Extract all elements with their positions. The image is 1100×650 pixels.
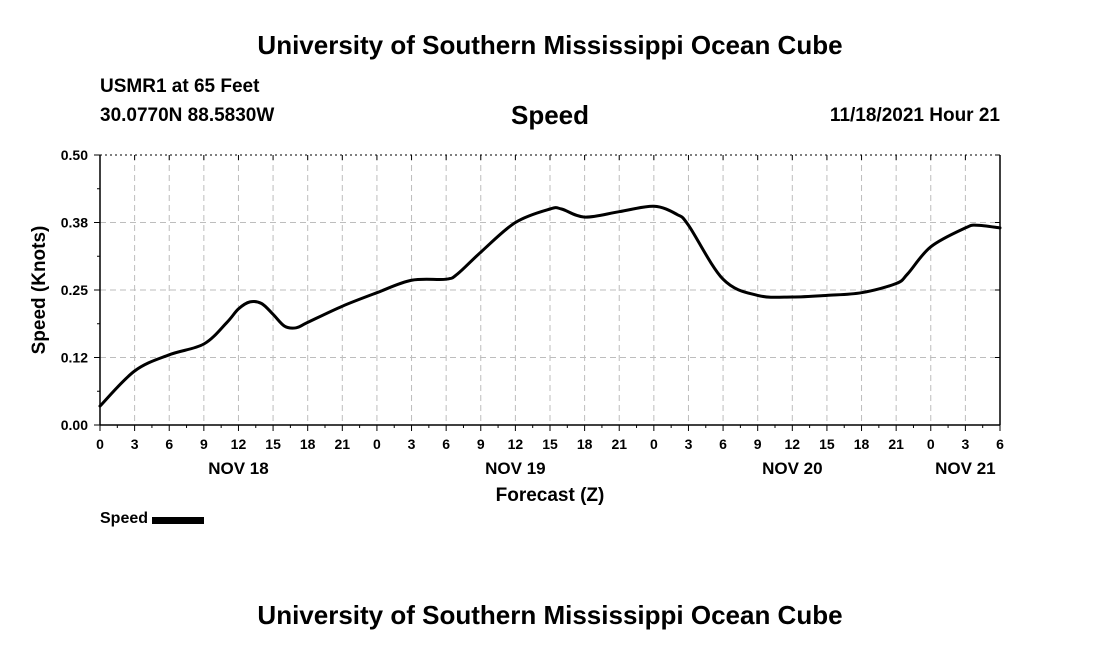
x-tick-label: 21 [335, 436, 351, 452]
x-tick-label: 0 [650, 436, 658, 452]
page-title: University of Southern Mississippi Ocean… [257, 30, 843, 60]
y-tick-label: 0.00 [61, 417, 88, 433]
x-tick-label: 6 [996, 436, 1004, 452]
x-tick-label: 0 [927, 436, 935, 452]
x-tick-label: 12 [231, 436, 247, 452]
x-axis-title: Forecast (Z) [496, 485, 605, 506]
x-date-label: NOV 19 [485, 459, 545, 478]
x-tick-label: 3 [685, 436, 693, 452]
axes [94, 154, 1001, 431]
x-tick-label: 18 [854, 436, 870, 452]
x-tick-label: 9 [477, 436, 485, 452]
grid-lines [100, 154, 1000, 425]
x-tick-label: 6 [442, 436, 450, 452]
legend-swatch [152, 516, 205, 524]
legend-label: Speed [100, 510, 149, 527]
axis-labels: 0 3 6 9 12 15 18 21 0 3 6 9 12 15 18 21 0 3 6 9 12 15 18 21 0 3 6 0… [29, 147, 1004, 506]
x-tick-label: 15 [819, 436, 835, 452]
y-tick-label: 0.50 [61, 147, 88, 163]
x-tick-label: 0 [373, 436, 381, 452]
x-tick-label: 15 [265, 436, 281, 452]
x-tick-label: 21 [888, 436, 904, 452]
x-tick-label: 18 [577, 436, 593, 452]
x-tick-label: 6 [719, 436, 727, 452]
station-label: USMR1 at 65 Feet [100, 76, 260, 97]
x-tick-label: 6 [165, 436, 173, 452]
x-tick-label: 9 [754, 436, 762, 452]
y-tick-label: 0.12 [61, 350, 88, 366]
y-tick-label: 0.38 [61, 215, 88, 231]
series-line-speed [98, 204, 1002, 408]
x-tick-label: 12 [508, 436, 524, 452]
coordinates-label: 30.0770N 88.5830W [100, 105, 275, 126]
series-layer [98, 204, 1002, 408]
x-tick-label: 21 [611, 436, 627, 452]
x-tick-label: 15 [542, 436, 558, 452]
legend: Speed [100, 510, 205, 528]
footer-title: University of Southern Mississippi Ocean… [257, 600, 843, 630]
chart-title: Speed [510, 100, 590, 130]
y-axis-title: Speed (Knots) [29, 226, 50, 355]
x-tick-label: 3 [131, 436, 139, 452]
x-tick-label: 18 [300, 436, 316, 452]
x-date-label: NOV 18 [208, 459, 268, 478]
x-tick-label: 3 [961, 436, 969, 452]
x-tick-label: 3 [408, 436, 416, 452]
x-tick-label: 0 [96, 436, 104, 452]
x-date-label: NOV 21 [935, 459, 995, 478]
y-tick-label: 0.25 [61, 282, 88, 298]
x-tick-label: 12 [785, 436, 801, 452]
x-date-label: NOV 20 [762, 459, 822, 478]
x-tick-label: 9 [200, 436, 208, 452]
forecast-datetime: 11/18/2021 Hour 21 [829, 105, 1000, 126]
